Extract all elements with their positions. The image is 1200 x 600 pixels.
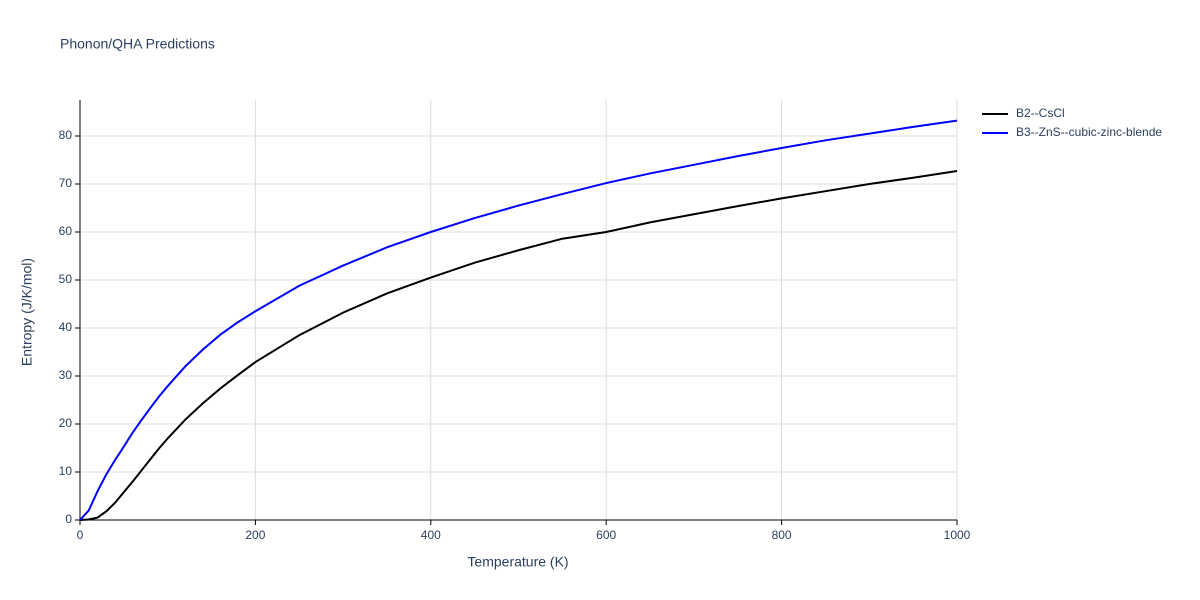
x-tick-label: 1000: [944, 528, 971, 542]
y-tick-label: 80: [59, 128, 73, 142]
y-tick-label: 10: [59, 464, 73, 478]
chart-title: Phonon/QHA Predictions: [60, 36, 215, 52]
y-tick-label: 40: [59, 320, 73, 334]
x-tick-label: 800: [772, 528, 792, 542]
y-tick-label: 50: [59, 272, 73, 286]
x-axis-title: Temperature (K): [467, 554, 568, 570]
x-tick-label: 400: [421, 528, 441, 542]
x-tick-label: 600: [596, 528, 616, 542]
y-tick-label: 60: [59, 224, 73, 238]
y-tick-label: 20: [59, 416, 73, 430]
legend-label: B3--ZnS--cubic-zinc-blende: [1016, 125, 1162, 139]
x-tick-label: 200: [245, 528, 265, 542]
y-tick-label: 30: [59, 368, 73, 382]
y-tick-label: 0: [65, 512, 72, 526]
y-tick-label: 70: [59, 176, 73, 190]
series-line: [79, 119, 958, 521]
series-line: [79, 170, 958, 521]
legend-label: B2--CsCl: [1016, 106, 1065, 120]
x-tick-label: 0: [77, 528, 84, 542]
y-axis-title: Entropy (J/K/mol): [19, 258, 35, 366]
